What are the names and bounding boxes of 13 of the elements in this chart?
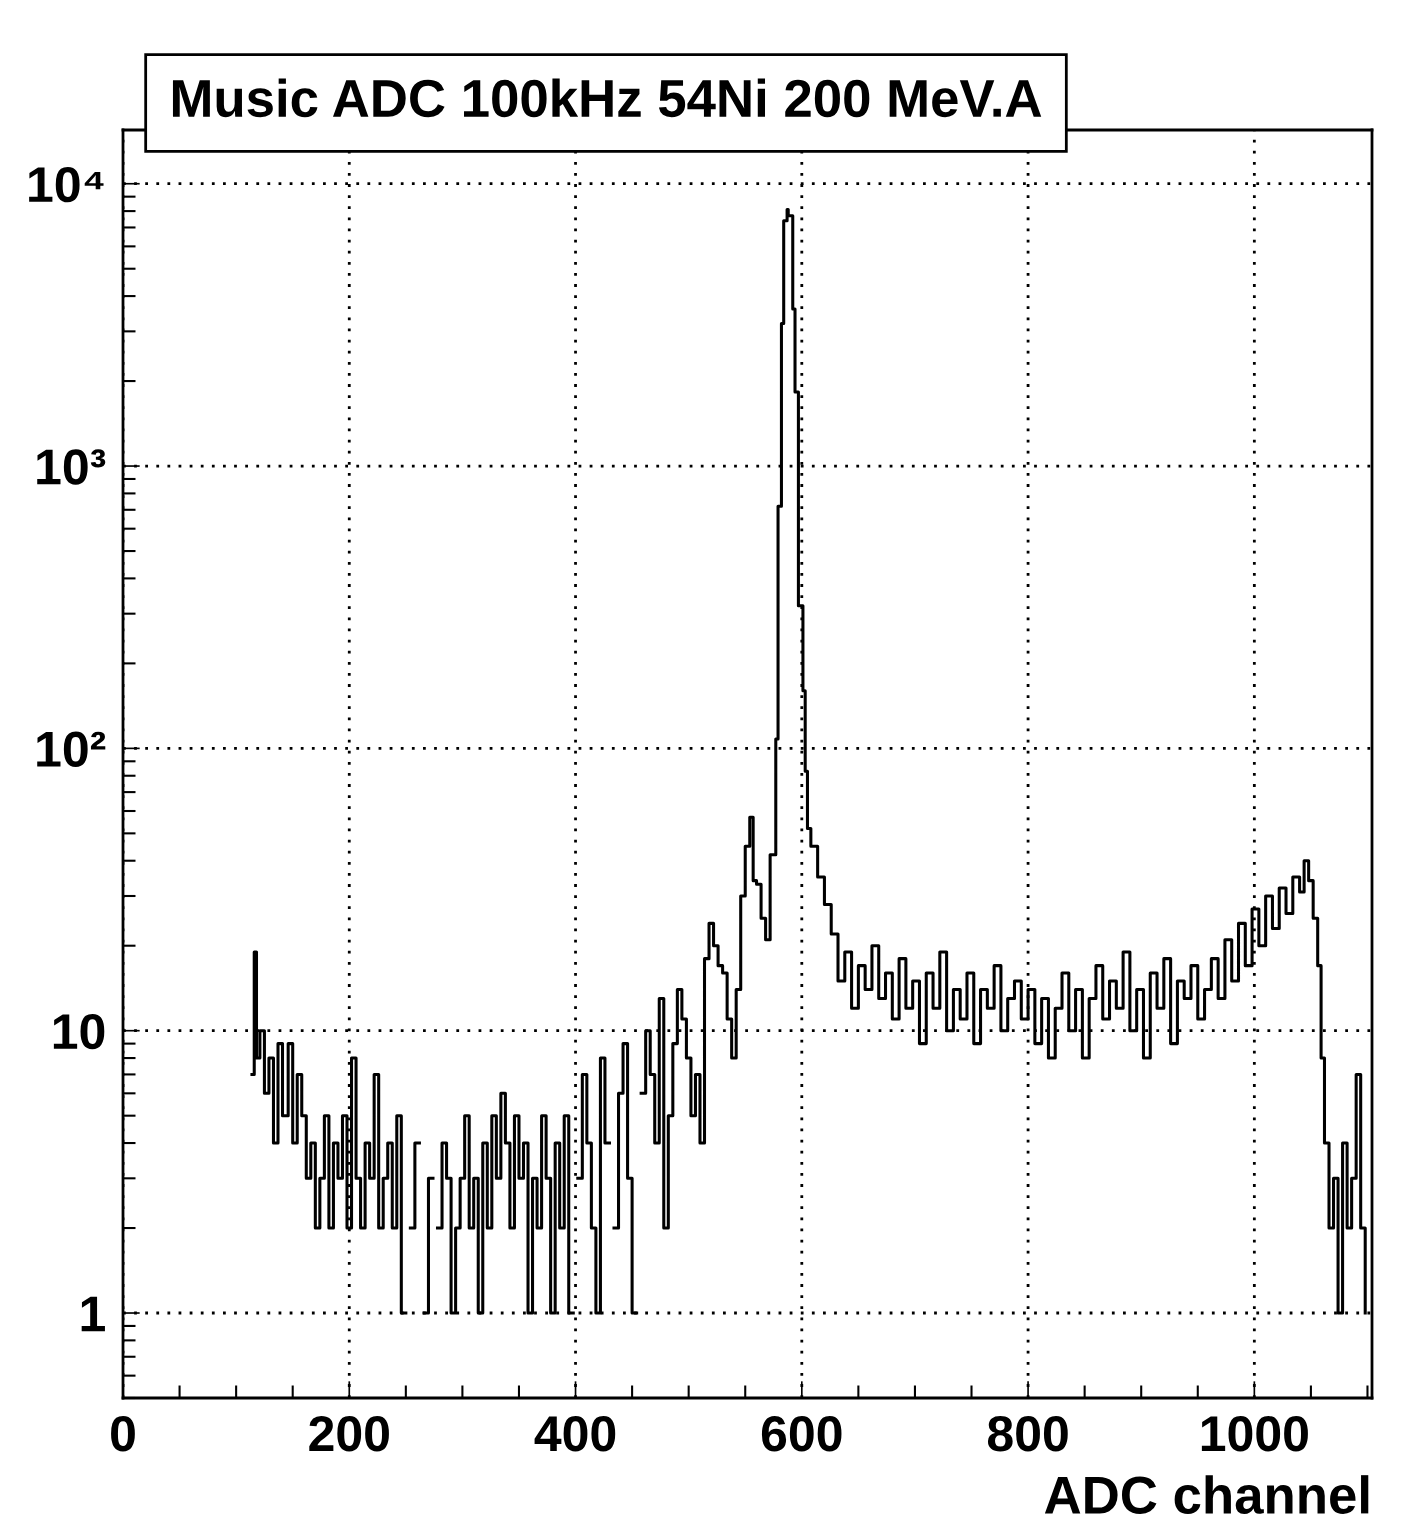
x-tick-label: 800 xyxy=(987,1415,1068,1452)
x-tick-label: 0 xyxy=(111,1415,135,1452)
x-tick-label: 400 xyxy=(534,1415,616,1452)
y-tick-label: 10 xyxy=(53,1013,105,1050)
x-tick-label: 1000 xyxy=(1201,1415,1308,1452)
chart-title: Music ADC 100kHz 54Ni 200 MeV.A xyxy=(172,78,1042,118)
x-tick-label: 200 xyxy=(309,1415,389,1452)
y-tick-label: 1 xyxy=(81,1296,105,1332)
x-axis-title: ADC channel xyxy=(1044,1475,1369,1514)
y-tick-label: 10⁴ xyxy=(29,166,104,203)
x-tick-label: 600 xyxy=(761,1415,842,1452)
y-tick-label: 10³ xyxy=(37,449,106,485)
y-tick-label: 10² xyxy=(37,731,106,767)
